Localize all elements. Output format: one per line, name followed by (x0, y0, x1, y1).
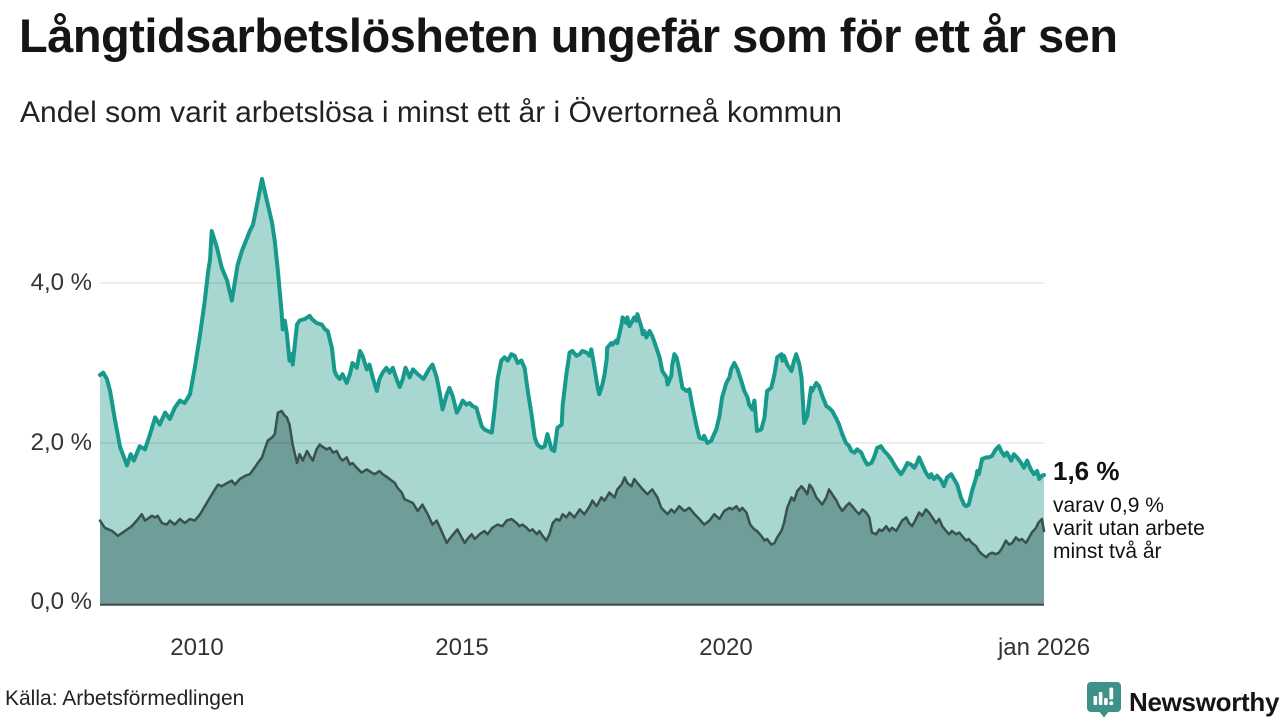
y-tick-label-2: 2,0 % (30, 429, 92, 456)
x-tick-label-2015: 2015 (435, 634, 489, 661)
x-tick-label-2010: 2010 (170, 634, 224, 661)
end-value-annotation: 1,6 % varav 0,9 % varit utan arbete mins… (1053, 456, 1273, 563)
y-tick-label-4: 4,0 % (30, 269, 92, 296)
x-tick-label-jan-2026: jan 2026 (997, 634, 1091, 661)
source-note: Källa: Arbetsförmedlingen (5, 687, 245, 710)
end-value-detail-line-3: minst två år (1053, 540, 1162, 563)
page-title: Långtidsarbetslösheten ungefär som för e… (19, 9, 1118, 62)
y-tick-label-0: 0,0 % (30, 588, 92, 615)
newsworthy-brand: Newsworthy (1086, 681, 1279, 720)
newsworthy-logo-icon (1086, 681, 1122, 720)
page-subtitle: Andel som varit arbetslösa i minst ett å… (20, 96, 842, 129)
newsworthy-wordmark: Newsworthy (1129, 686, 1280, 717)
end-value-detail-line-2: varit utan arbete (1053, 517, 1205, 540)
x-tick-label-2020: 2020 (699, 634, 753, 661)
end-value-total: 1,6 % (1053, 456, 1120, 486)
end-value-detail-line-1: varav 0,9 % (1053, 494, 1164, 517)
two-years-area (100, 411, 1044, 603)
two-years-line (98, 409, 1046, 559)
total-line (98, 177, 1046, 509)
